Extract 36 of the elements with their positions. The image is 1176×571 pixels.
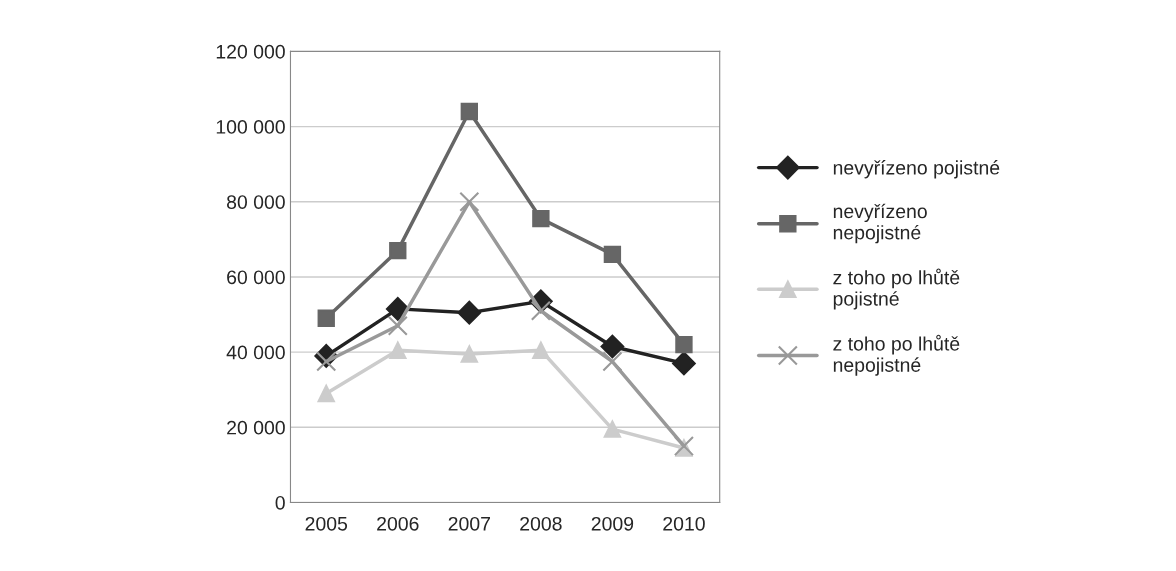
x-tick-label: 2006 xyxy=(377,516,419,531)
x-tick-label: 2008 xyxy=(520,516,562,531)
x-tick-label: 2007 xyxy=(448,516,490,531)
point xyxy=(317,384,335,403)
point xyxy=(459,191,480,212)
y-tick-label: 0 xyxy=(275,495,285,510)
point xyxy=(387,315,408,336)
point xyxy=(389,341,407,359)
legend-label: z toho po lhůtě nepojistné xyxy=(833,334,960,376)
y-tick-label: 40 000 xyxy=(226,345,285,360)
point xyxy=(672,351,696,376)
y-tick-label: 120 000 xyxy=(216,44,285,59)
point xyxy=(532,209,550,228)
x-tick-label: 2010 xyxy=(663,516,705,531)
point xyxy=(600,334,625,359)
point xyxy=(385,297,410,321)
point xyxy=(460,345,478,363)
y-tick-label: 80 000 xyxy=(226,195,285,209)
point xyxy=(603,245,622,264)
legend-label: nevyřízeno nepojistné xyxy=(833,203,927,244)
x-tick-label: 2009 xyxy=(591,516,634,531)
x-tick-label: 2005 xyxy=(305,516,348,531)
point xyxy=(530,300,551,321)
point xyxy=(457,300,482,325)
y-tick-label: 100 000 xyxy=(216,120,285,134)
legend-label: z toho po lhůtě pojistné xyxy=(833,268,960,310)
legend-label: nevyřízeno pojistné xyxy=(833,160,1000,179)
point xyxy=(317,309,335,327)
y-tick-label: 20 000 xyxy=(227,420,285,435)
point xyxy=(389,241,407,260)
point xyxy=(532,341,550,359)
point xyxy=(602,351,623,372)
point xyxy=(460,102,478,121)
y-tick-label: 60 000 xyxy=(227,270,285,285)
point xyxy=(603,420,622,438)
point xyxy=(675,335,693,354)
